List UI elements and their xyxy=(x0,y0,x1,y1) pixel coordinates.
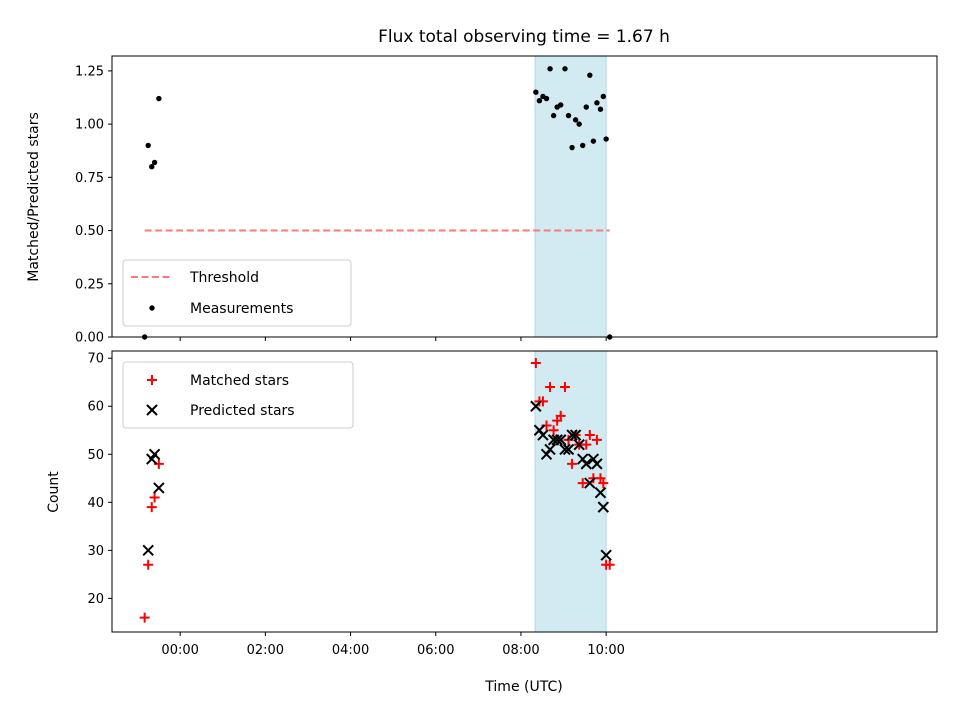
top-dot-point-19 xyxy=(583,104,589,110)
bottom-x-tick-label-4: 08:00 xyxy=(502,643,539,658)
bottom-x-point-8 xyxy=(544,443,556,456)
bottom-plus-point-13 xyxy=(559,382,570,393)
bottom-x-point-2 xyxy=(148,448,161,460)
top-y-tick-label-5: 1.25 xyxy=(75,64,104,79)
bottom-plus-point-1 xyxy=(143,559,154,570)
bottom-y-tick-label-4: 60 xyxy=(87,400,104,415)
top-dot-point-1 xyxy=(145,142,151,149)
bottom-plus-point-24 xyxy=(598,478,609,489)
bottom-series-predicted-stars xyxy=(142,400,612,561)
bottom-plus-point-20 xyxy=(584,430,595,441)
bottom-x-point-23 xyxy=(597,501,610,513)
top-y-tick-label-0: 0.00 xyxy=(75,331,104,346)
top-panel: 0.00 0.25 0.50 0.75 1.00 1.25 Threshold Measure… xyxy=(75,55,938,346)
top-dot-point-15 xyxy=(569,144,575,151)
top-y-tick-label-3: 0.75 xyxy=(75,171,104,186)
bottom-x-point-16 xyxy=(573,438,585,451)
bottom-plus-point-5 xyxy=(530,358,541,369)
legend-matched-label: Matched stars xyxy=(190,373,289,389)
bottom-x-point-0 xyxy=(142,544,154,557)
bottom-x-point-13 xyxy=(562,443,575,456)
top-dot-point-23 xyxy=(597,106,604,112)
bottom-legend-box xyxy=(122,361,354,429)
bottom-plus-point-26 xyxy=(604,559,615,570)
top-y-tick-label-1: 0.25 xyxy=(75,277,104,292)
bottom-x-point-3 xyxy=(153,482,165,494)
top-dot-point-6 xyxy=(536,98,543,104)
bottom-x-point-22 xyxy=(594,486,607,499)
top-dot-point-24 xyxy=(600,93,607,100)
bottom-shaded-region xyxy=(534,350,607,633)
bottom-x-point-14 xyxy=(566,429,578,441)
bottom-plus-point-2 xyxy=(146,502,157,513)
bottom-x-point-10 xyxy=(551,434,563,446)
legend-measurements-swatch xyxy=(149,305,155,311)
top-dot-point-2 xyxy=(149,163,155,170)
bottom-y-tick-label-5: 70 xyxy=(87,352,104,367)
bottom-plus-point-12 xyxy=(555,410,566,421)
bottom-axes-frame xyxy=(111,350,938,633)
top-legend-box xyxy=(122,259,352,327)
legend-predicted-swatch xyxy=(146,404,158,416)
bottom-plus-point-19 xyxy=(581,439,592,450)
bottom-plus-point-22 xyxy=(591,434,602,445)
bottom-x-point-21 xyxy=(591,458,603,470)
legend-measurements-label: Measurements xyxy=(190,301,293,317)
bottom-y-tick-label-1: 30 xyxy=(87,544,104,559)
bottom-x-point-11 xyxy=(555,434,567,446)
bottom-plus-point-18 xyxy=(577,478,588,489)
top-y-tick-label-2: 0.50 xyxy=(75,224,104,239)
bottom-plus-point-10 xyxy=(548,425,559,436)
top-dot-point-22 xyxy=(594,100,600,106)
top-dot-point-21 xyxy=(590,138,597,144)
top-y-tick-label-4: 1.00 xyxy=(75,118,104,133)
bottom-x-tick-label-0: 00:00 xyxy=(161,643,198,658)
legend-predicted-label: Predicted stars xyxy=(190,403,295,419)
bottom-x-point-18 xyxy=(580,458,592,470)
legend-threshold-label: Threshold xyxy=(189,270,259,286)
bottom-y-axis-label: Count xyxy=(46,471,62,513)
bottom-x-tick-label-5: 10:00 xyxy=(587,643,624,658)
bottom-x-point-12 xyxy=(559,443,571,456)
bottom-plus-point-15 xyxy=(567,458,578,469)
bottom-plus-point-0 xyxy=(139,612,150,623)
bottom-x-point-6 xyxy=(537,429,549,441)
bottom-x-point-4 xyxy=(530,400,542,412)
bottom-x-point-19 xyxy=(584,477,596,489)
top-dot-point-5 xyxy=(533,89,539,95)
bottom-x-point-24 xyxy=(600,549,612,561)
bottom-y-tick-label-2: 40 xyxy=(87,496,104,511)
top-dot-point-8 xyxy=(543,95,550,102)
chart-title: Flux total observing time = 1.67 h xyxy=(378,27,670,47)
top-legend: Threshold Measurements xyxy=(122,259,352,327)
legend-matched-swatch xyxy=(147,375,157,385)
bottom-legend: Matched stars Predicted stars xyxy=(122,361,354,429)
top-dot-point-9 xyxy=(547,66,553,72)
bottom-x-tick-label-2: 04:00 xyxy=(332,643,369,658)
top-dot-point-10 xyxy=(550,112,557,119)
bottom-y-tick-label-3: 50 xyxy=(87,448,104,463)
top-dot-point-25 xyxy=(603,136,609,142)
top-y-axis-label: Matched/Predicted stars xyxy=(26,112,42,282)
bottom-y-tick-label-0: 20 xyxy=(87,592,104,607)
top-dot-point-14 xyxy=(565,112,572,119)
x-axis-label: Time (UTC) xyxy=(484,679,562,695)
top-dot-point-4 xyxy=(156,95,162,102)
bottom-x-point-15 xyxy=(569,429,582,441)
top-dot-point-17 xyxy=(576,121,582,127)
bottom-x-tick-label-1: 02:00 xyxy=(247,643,284,658)
bottom-plus-point-9 xyxy=(545,382,556,393)
top-axes-frame xyxy=(111,55,938,338)
top-dot-point-20 xyxy=(587,72,593,78)
bottom-panel: 20 30 40 50 60 70 00:00 02:00 04:00 06:00 08:00 10:… xyxy=(87,350,938,658)
top-dot-point-16 xyxy=(572,117,579,123)
top-dot-point-13 xyxy=(562,66,568,72)
bottom-plus-point-3 xyxy=(149,492,160,503)
top-dot-point-12 xyxy=(558,102,564,108)
bottom-x-tick-label-3: 06:00 xyxy=(417,643,454,658)
top-dot-point-3 xyxy=(151,159,158,166)
top-dot-point-18 xyxy=(580,142,586,149)
